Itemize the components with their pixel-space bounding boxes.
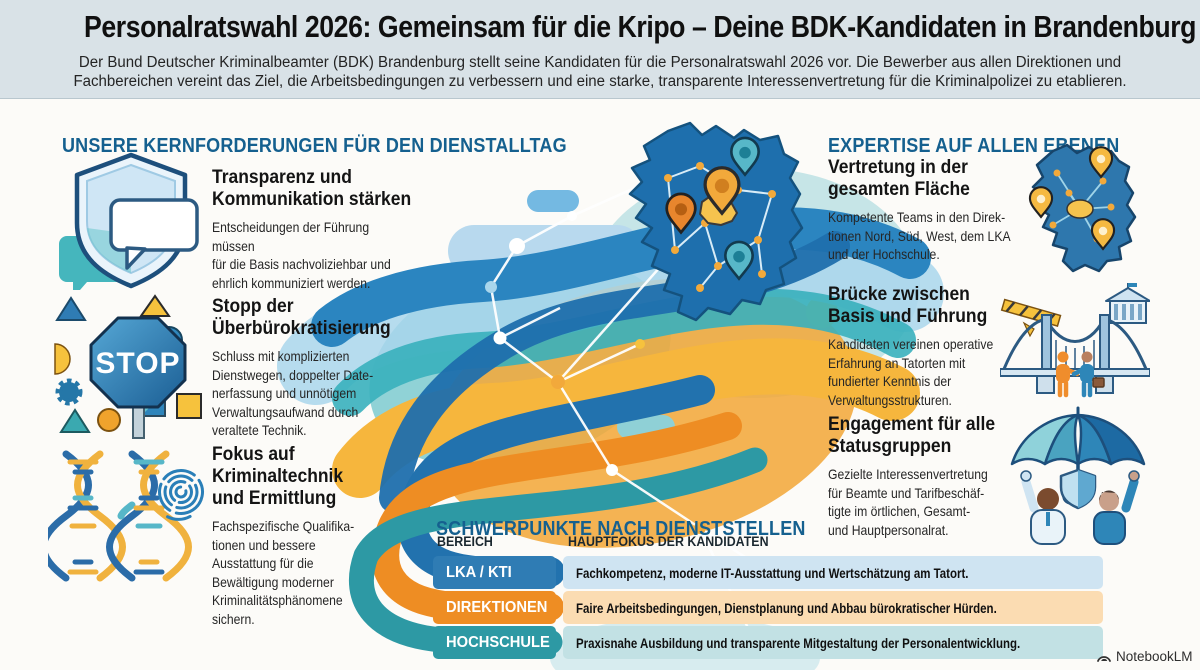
notebooklm-watermark: NotebookLM	[1096, 648, 1193, 664]
page-title: Personalratswahl 2026: Gemeinsam für die…	[84, 9, 1197, 44]
right-section-heading: EXPERTISE AUF ALLEN EBENEN	[828, 134, 1120, 157]
table-row-badge-lka: LKA / KTI	[433, 556, 556, 589]
shield-speech-icon	[55, 150, 205, 298]
map-pin-orange-west	[665, 192, 697, 235]
column-header-hauptfokus: HAUPTFOKUS DER KANDIDATEN	[568, 534, 769, 549]
left-item-1-title: Transparenz und Kommunikation stärken	[212, 167, 412, 210]
map-pin-yellow-center	[703, 166, 741, 216]
header-band: Personalratswahl 2026: Gemeinsam für die…	[0, 0, 1200, 99]
dna-fingerprint-icon	[40, 450, 213, 595]
handshake-figures	[1056, 351, 1105, 398]
table-row-cell-direktionen: Faire Arbeitsbedingungen, Dienstplanung …	[563, 591, 1103, 624]
cell-text: Faire Arbeitsbedingungen, Dienstplanung …	[576, 599, 997, 616]
left-item-1: Transparenz und Kommunikation stärken En…	[212, 167, 444, 292]
left-item-2-title: Stopp der Überbürokratisierung	[212, 296, 391, 339]
page-subtitle: Der Bund Deutscher Kriminalbeamter (BDK)…	[73, 54, 1127, 90]
cell-text: Fachkompetenz, moderne IT-Ausstattung un…	[576, 564, 969, 581]
cell-text: Praxisnahe Ausbildung und transparente M…	[576, 634, 1021, 651]
table-row-cell-hochschule: Praxisnahe Ausbildung und transparente M…	[563, 626, 1103, 659]
left-section-heading: UNSERE KERNFORDERUNGEN FÜR DEN DIENSTALL…	[62, 134, 567, 157]
notebooklm-label: NotebookLM	[1116, 648, 1193, 664]
left-item-3-body: Fachspezifische Qualifika- tionen und be…	[212, 518, 355, 627]
stop-sign-icon: STOP	[45, 292, 205, 445]
left-item-3-title: Fokus auf Kriminaltechnik und Ermittlung	[212, 444, 344, 509]
left-item-2-body: Schluss mit komplizierten Dienstwegen, d…	[212, 348, 374, 438]
table-row-badge-direktionen: DIREKTIONEN	[433, 591, 556, 624]
left-item-3: Fokus auf Kriminaltechnik und Ermittlung…	[212, 444, 444, 628]
stop-sign-text: STOP	[95, 347, 180, 380]
map-pin-teal-north	[730, 136, 760, 177]
badge-label: LKA / KTI	[446, 563, 512, 581]
umbrella-icon	[1006, 406, 1151, 551]
notebooklm-logo-icon	[1097, 656, 1111, 662]
bridge-icon	[999, 282, 1151, 403]
table-row-badge-hochschule: HOCHSCHULE	[433, 626, 556, 659]
badge-label: DIREKTIONEN	[446, 598, 548, 616]
badge-label: HOCHSCHULE	[446, 633, 550, 651]
brandenburg-map-icon	[1015, 143, 1140, 278]
brandenburg-map-large	[628, 121, 804, 322]
left-item-1-body: Entscheidungen der Führung müssen für di…	[212, 219, 391, 291]
table-row-cell-lka: Fachkompetenz, moderne IT-Ausstattung un…	[563, 556, 1103, 589]
people-under-umbrella	[1020, 470, 1140, 545]
map-pin-teal-south	[724, 240, 754, 281]
right-item-3-body: Gezielte Interessenvertretung für Beamte…	[828, 466, 988, 538]
berlin-shape	[699, 194, 738, 226]
column-header-bereich: BEREICH	[437, 534, 493, 549]
right-item-1-body: Kompetente Teams in den Direk- tionen No…	[828, 209, 1011, 262]
left-item-2: Stopp der Überbürokratisierung Schluss m…	[212, 296, 444, 440]
right-item-1-title: Vertretung in der gesamten Fläche	[828, 157, 970, 200]
